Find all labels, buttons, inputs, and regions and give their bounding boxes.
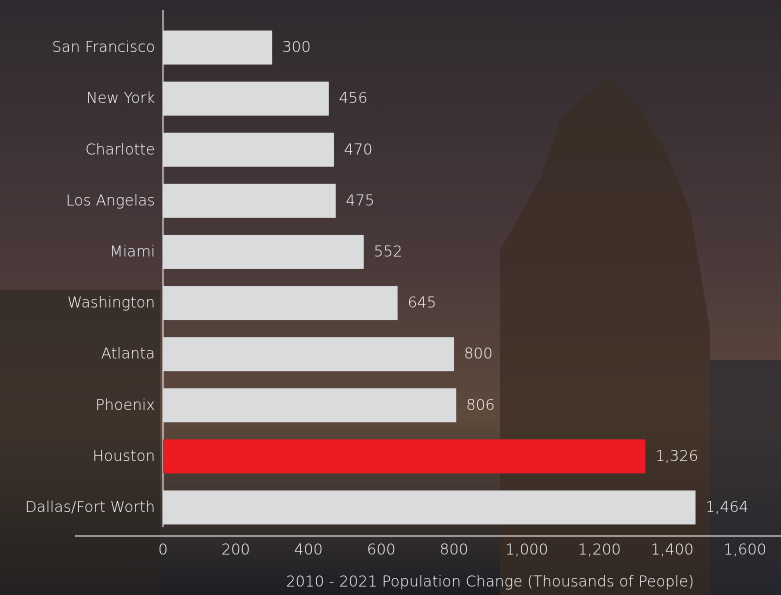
value-label: 300 (282, 38, 311, 56)
value-label: 552 (374, 242, 403, 260)
value-label: 456 (339, 89, 368, 107)
x-tick-label: 1,600 (724, 541, 767, 559)
value-label: 800 (464, 345, 493, 363)
value-label: 470 (344, 140, 373, 158)
bar (163, 82, 329, 116)
y-tick-label: San Francisco (52, 38, 155, 56)
bar (163, 337, 454, 371)
x-tick-label: 200 (221, 541, 250, 559)
y-tick-label: Dallas/Fort Worth (25, 498, 155, 516)
value-label: 1,464 (706, 498, 749, 516)
y-tick-label: Phoenix (95, 396, 155, 414)
bar (163, 286, 398, 320)
x-tick-label: 1,200 (578, 541, 621, 559)
x-axis-title: 2010 - 2021 Population Change (Thousands… (286, 573, 694, 591)
x-tick-label: 800 (440, 541, 469, 559)
building (0, 290, 160, 595)
y-tick-label: Los Angelas (66, 191, 155, 209)
y-tick-label: Charlotte (85, 140, 155, 158)
x-tick-label: 0 (158, 541, 168, 559)
value-label: 1,326 (655, 447, 698, 465)
bar (163, 31, 272, 65)
x-tick-label: 600 (367, 541, 396, 559)
bar (163, 235, 364, 269)
y-tick-label: Miami (110, 242, 155, 260)
x-tick-label: 1,000 (505, 541, 548, 559)
value-label: 645 (408, 294, 437, 312)
y-tick-label: New York (86, 89, 155, 107)
bar (163, 439, 645, 473)
y-tick-label: Washington (67, 294, 155, 312)
y-tick-label: Houston (93, 447, 155, 465)
value-label: 806 (466, 396, 495, 414)
chart: 2010 - 2021 Population Change (Thousands… (0, 0, 781, 595)
bar (163, 388, 456, 422)
x-tick-label: 1,400 (651, 541, 694, 559)
building (710, 360, 781, 595)
bar (163, 490, 696, 524)
bar (163, 133, 334, 167)
x-tick-label: 400 (294, 541, 323, 559)
y-tick-label: Atlanta (101, 345, 155, 363)
value-label: 475 (346, 191, 375, 209)
bar (163, 184, 336, 218)
